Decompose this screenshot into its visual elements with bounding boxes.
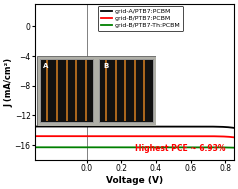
X-axis label: Voltage (V): Voltage (V) (106, 176, 163, 185)
grid-B/PTB7-Th:PCBM (33, 146, 36, 148)
grid-B/PTB7-Th:PCBM (232, 146, 235, 149)
grid-B/PTB7-Th:PCBM (141, 146, 144, 148)
grid-B/PTB7-Th:PCBM (128, 146, 131, 148)
grid-A/PTB7:PCBM (141, 125, 144, 128)
grid-A/PTB7:PCBM (197, 125, 199, 128)
grid-A/PTB7:PCBM (232, 127, 235, 129)
grid-A/PTB7:PCBM (228, 126, 230, 128)
grid-A/PTB7:PCBM (152, 125, 155, 128)
grid-B/PTB7-Th:PCBM (197, 146, 199, 148)
Line: grid-B/PTB7-Th:PCBM: grid-B/PTB7-Th:PCBM (35, 147, 234, 148)
grid-B/PTB7:PCBM (197, 135, 199, 137)
grid-A/PTB7:PCBM (33, 125, 36, 128)
grid-B/PTB7:PCBM (232, 136, 235, 139)
Text: Highest PCE ~ 6.93%: Highest PCE ~ 6.93% (135, 144, 226, 153)
grid-B/PTB7:PCBM (33, 135, 36, 137)
grid-B/PTB7:PCBM (129, 135, 132, 137)
Legend: grid-A/PTB7:PCBM, grid-B/PTB7:PCBM, grid-B/PTB7-Th:PCBM: grid-A/PTB7:PCBM, grid-B/PTB7:PCBM, grid… (98, 6, 183, 31)
grid-B/PTB7:PCBM (152, 135, 155, 137)
Y-axis label: J (mA/cm²): J (mA/cm²) (4, 57, 13, 107)
grid-B/PTB7:PCBM (128, 135, 131, 137)
grid-B/PTB7-Th:PCBM (129, 146, 132, 148)
grid-B/PTB7:PCBM (228, 136, 230, 138)
grid-B/PTB7-Th:PCBM (228, 146, 230, 149)
grid-B/PTB7:PCBM (141, 135, 144, 137)
grid-A/PTB7:PCBM (129, 125, 132, 128)
Line: grid-A/PTB7:PCBM: grid-A/PTB7:PCBM (35, 126, 234, 128)
grid-A/PTB7:PCBM (128, 125, 131, 128)
grid-B/PTB7-Th:PCBM (152, 146, 155, 148)
Line: grid-B/PTB7:PCBM: grid-B/PTB7:PCBM (35, 136, 234, 137)
